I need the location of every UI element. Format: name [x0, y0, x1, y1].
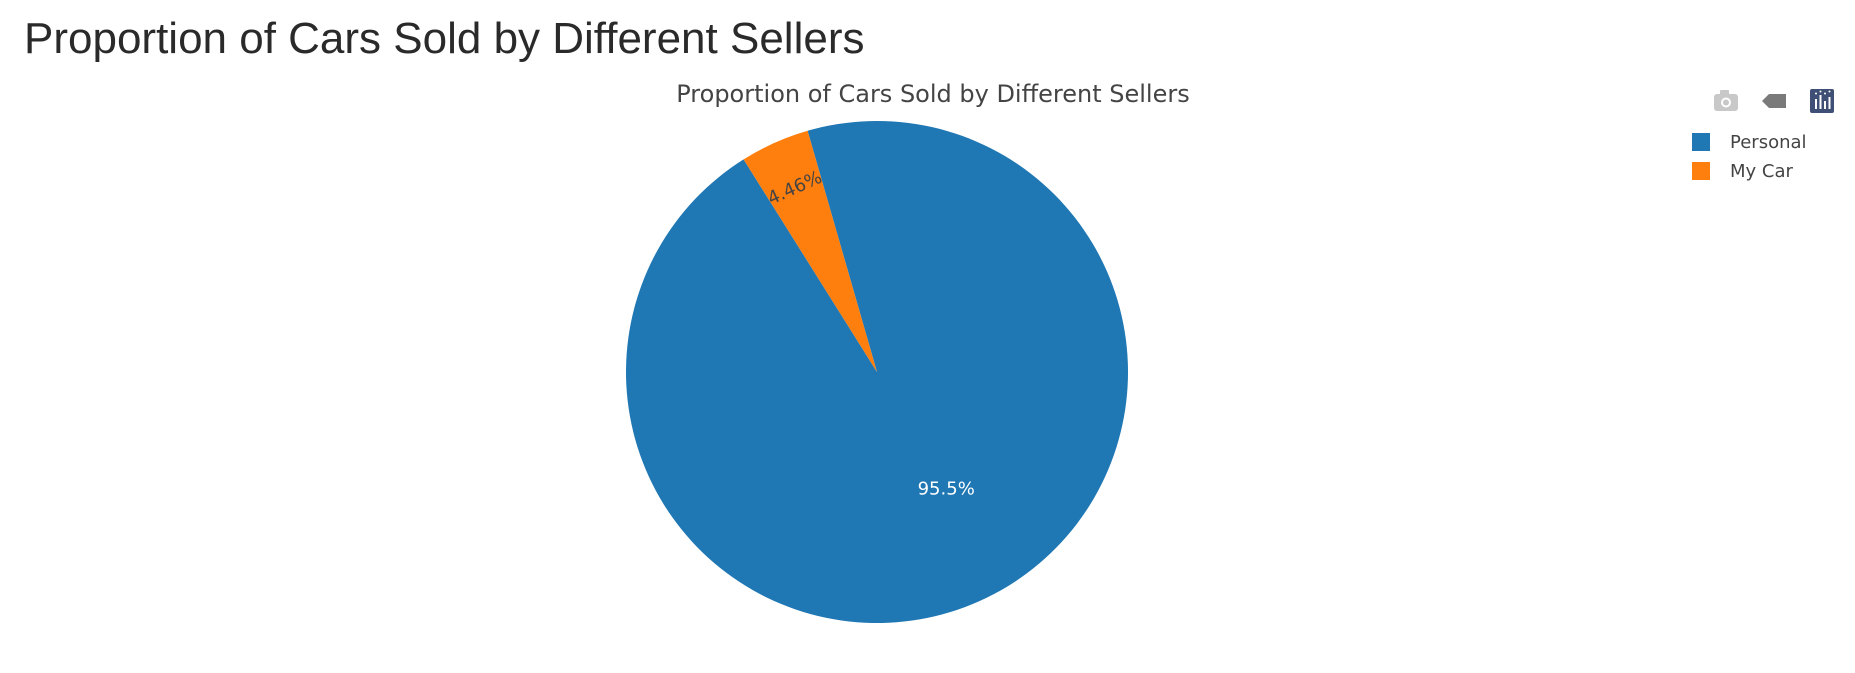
camera-icon[interactable] — [1714, 90, 1738, 111]
pie-slices — [625, 121, 1128, 623]
modebar — [1714, 89, 1834, 113]
legend-label-personal[interactable]: Personal — [1730, 132, 1807, 153]
slice-label-personal: 95.5% — [918, 479, 975, 500]
legend-swatch-my-car[interactable] — [1692, 162, 1710, 180]
pie-slice-personal[interactable] — [625, 121, 1128, 623]
bar-chart-logo-icon[interactable] — [1810, 89, 1834, 113]
legend: Personal My Car — [1692, 132, 1807, 182]
legend-swatch-personal[interactable] — [1692, 133, 1710, 151]
page-title: Proportion of Cars Sold by Different Sel… — [24, 14, 865, 63]
legend-label-my-car[interactable]: My Car — [1730, 161, 1794, 182]
chart-title: Proportion of Cars Sold by Different Sel… — [676, 80, 1189, 108]
pie-slice-my-car[interactable] — [743, 130, 877, 372]
tag-icon[interactable] — [1762, 94, 1786, 108]
